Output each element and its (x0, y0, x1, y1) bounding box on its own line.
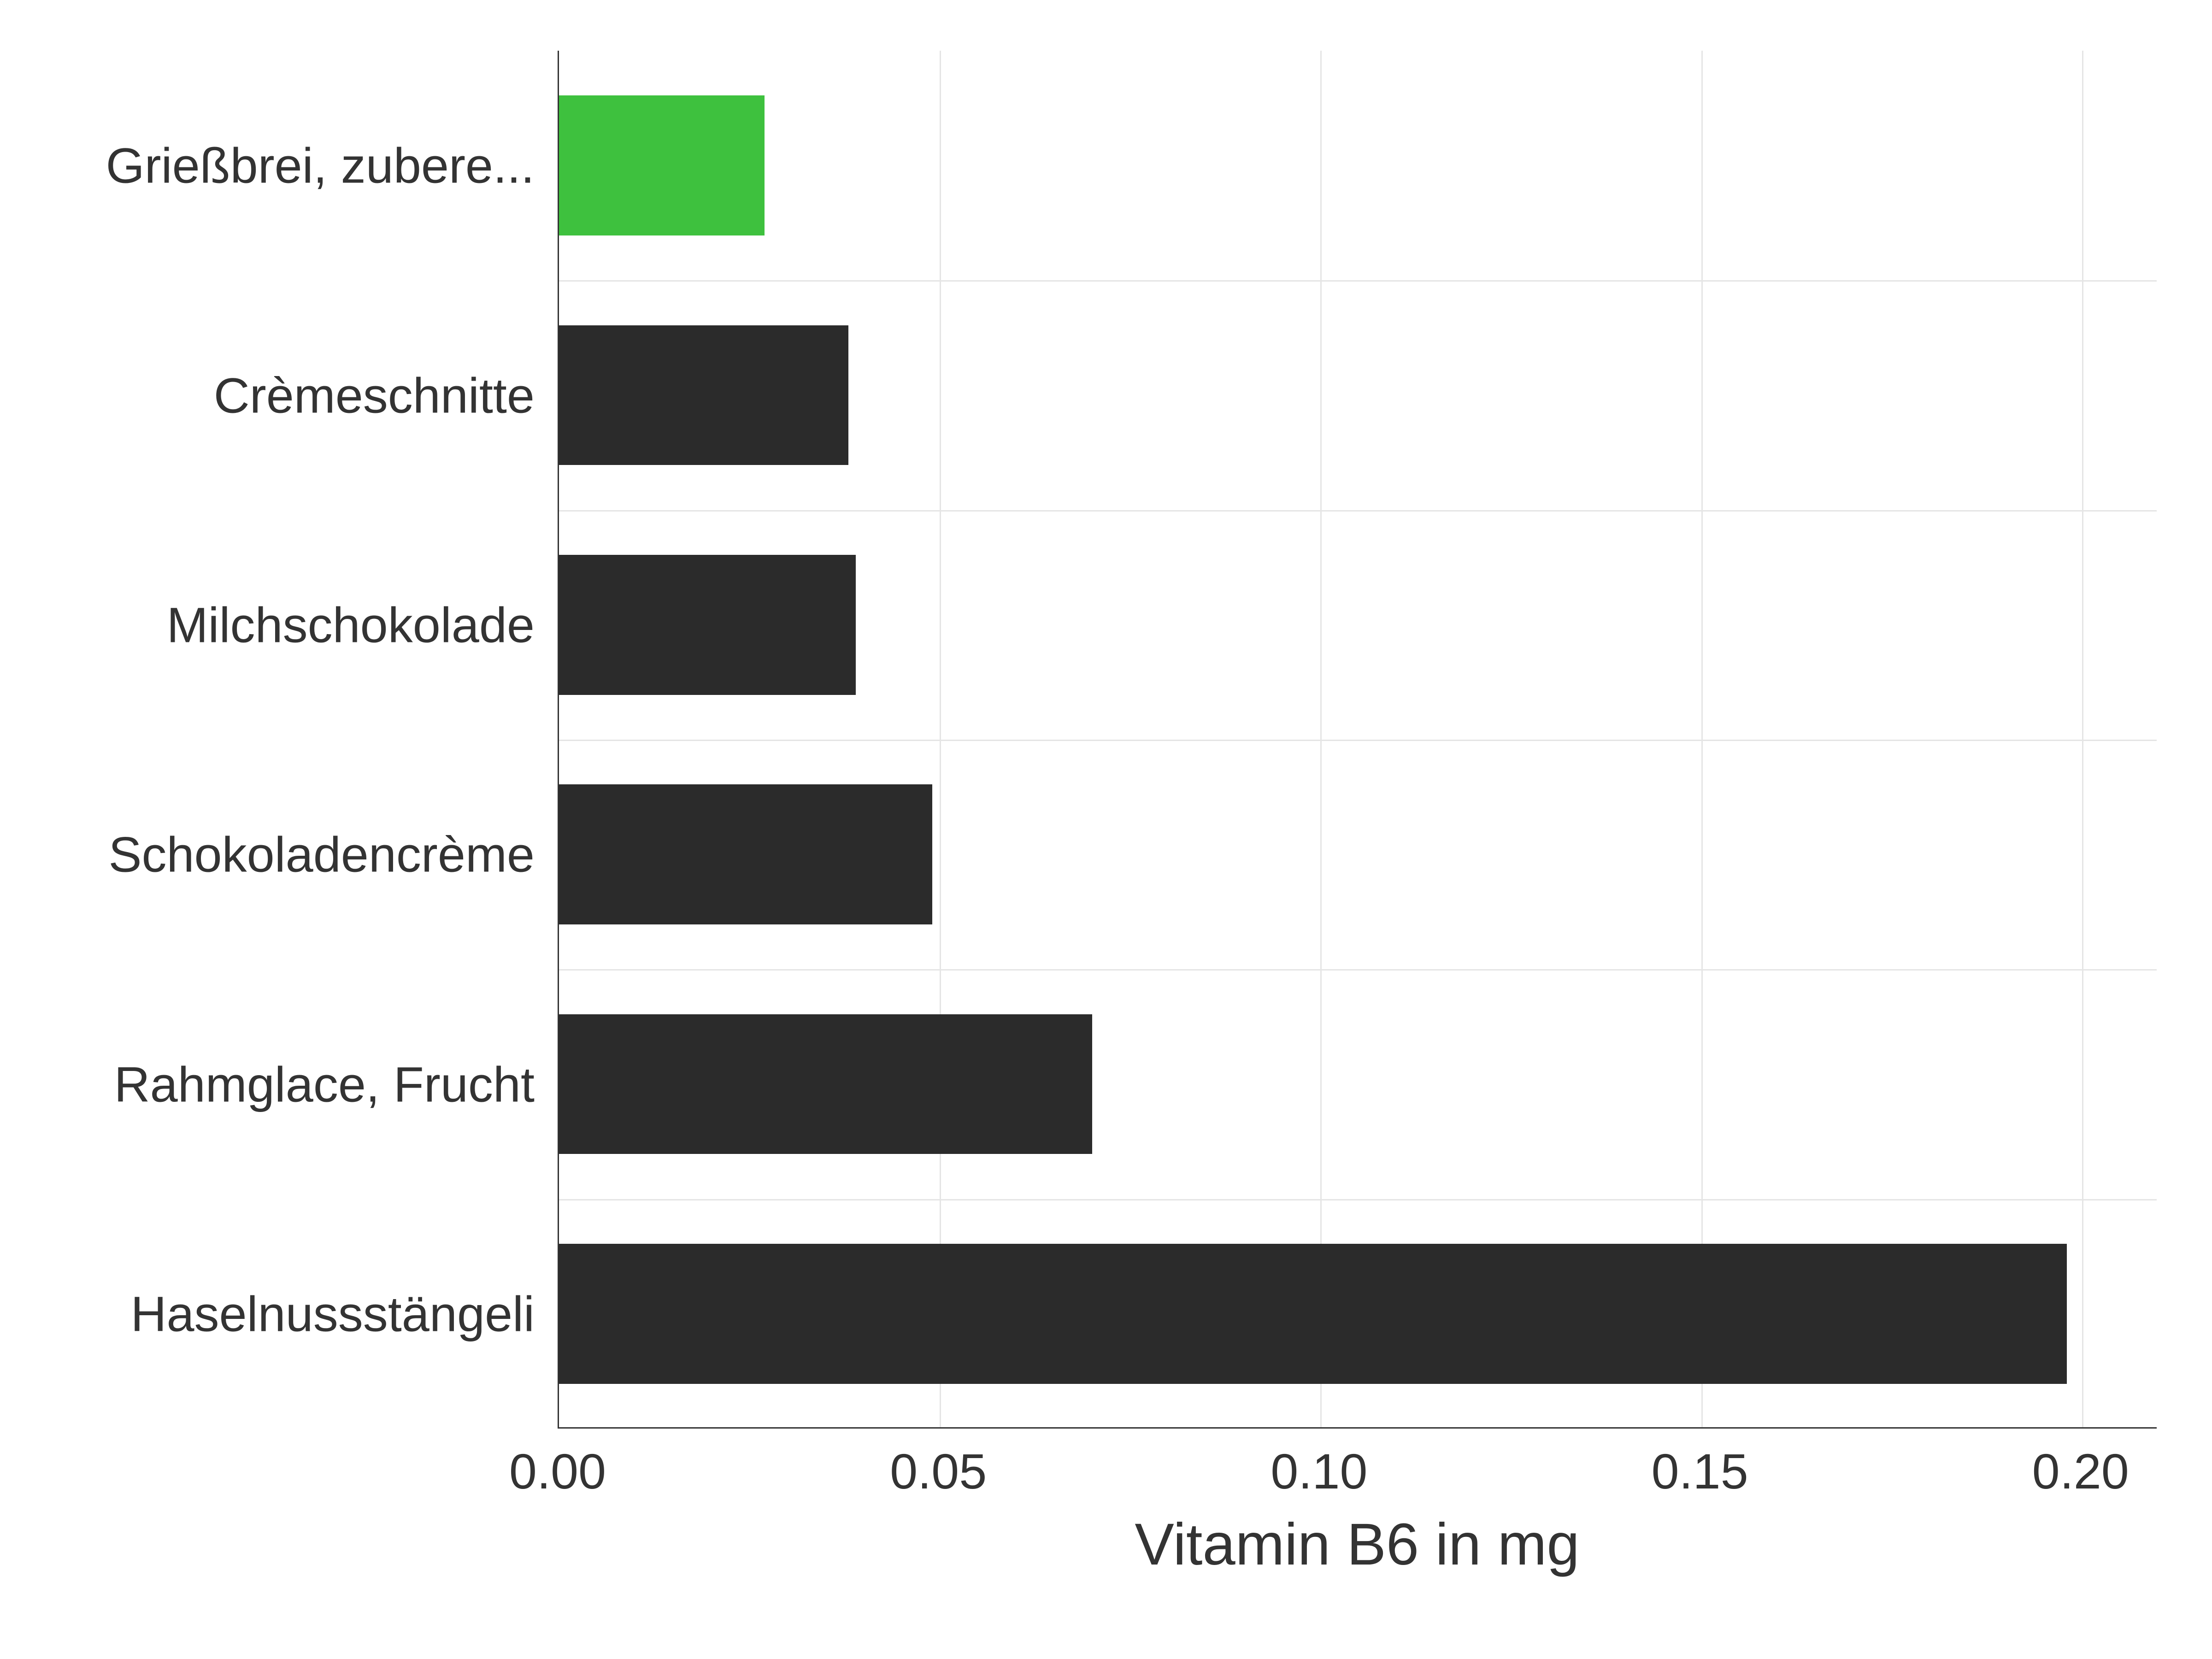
bar (559, 1244, 2067, 1384)
bar (559, 784, 932, 924)
x-tick-label: 0.20 (2032, 1442, 2129, 1500)
bar (559, 95, 765, 235)
x-tick-label: 0.10 (1271, 1442, 1367, 1500)
bar (559, 325, 848, 465)
gridline-horizontal (559, 1199, 2157, 1200)
x-tick-label: 0.05 (890, 1442, 987, 1500)
gridline-horizontal (559, 740, 2157, 741)
x-axis-title: Vitamin B6 in mg (1135, 1511, 1579, 1578)
gridline-horizontal (559, 510, 2157, 512)
chart-container: Grießbrei, zubere... Crèmeschnitte Milchsc… (0, 0, 2212, 1659)
bar (559, 555, 856, 695)
gridline-horizontal (559, 280, 2157, 282)
y-tick-label: Crèmeschnitte (214, 366, 535, 424)
bar (559, 1014, 1092, 1154)
plot-area (558, 51, 2157, 1429)
y-tick-label: Schokoladencrème (108, 826, 535, 883)
y-tick-label: Haselnussstängeli (131, 1285, 535, 1342)
y-tick-label: Milchschokolade (167, 596, 535, 653)
gridline-horizontal (559, 969, 2157, 971)
x-tick-label: 0.00 (509, 1442, 606, 1500)
y-tick-label: Rahmglace, Frucht (114, 1055, 535, 1113)
gridline-vertical (1320, 51, 1322, 1427)
gridline-vertical (1701, 51, 1703, 1427)
gridline-vertical (940, 51, 941, 1427)
gridline-vertical (2082, 51, 2083, 1427)
x-tick-label: 0.15 (1651, 1442, 1748, 1500)
y-tick-label: Grießbrei, zubere... (106, 137, 535, 194)
